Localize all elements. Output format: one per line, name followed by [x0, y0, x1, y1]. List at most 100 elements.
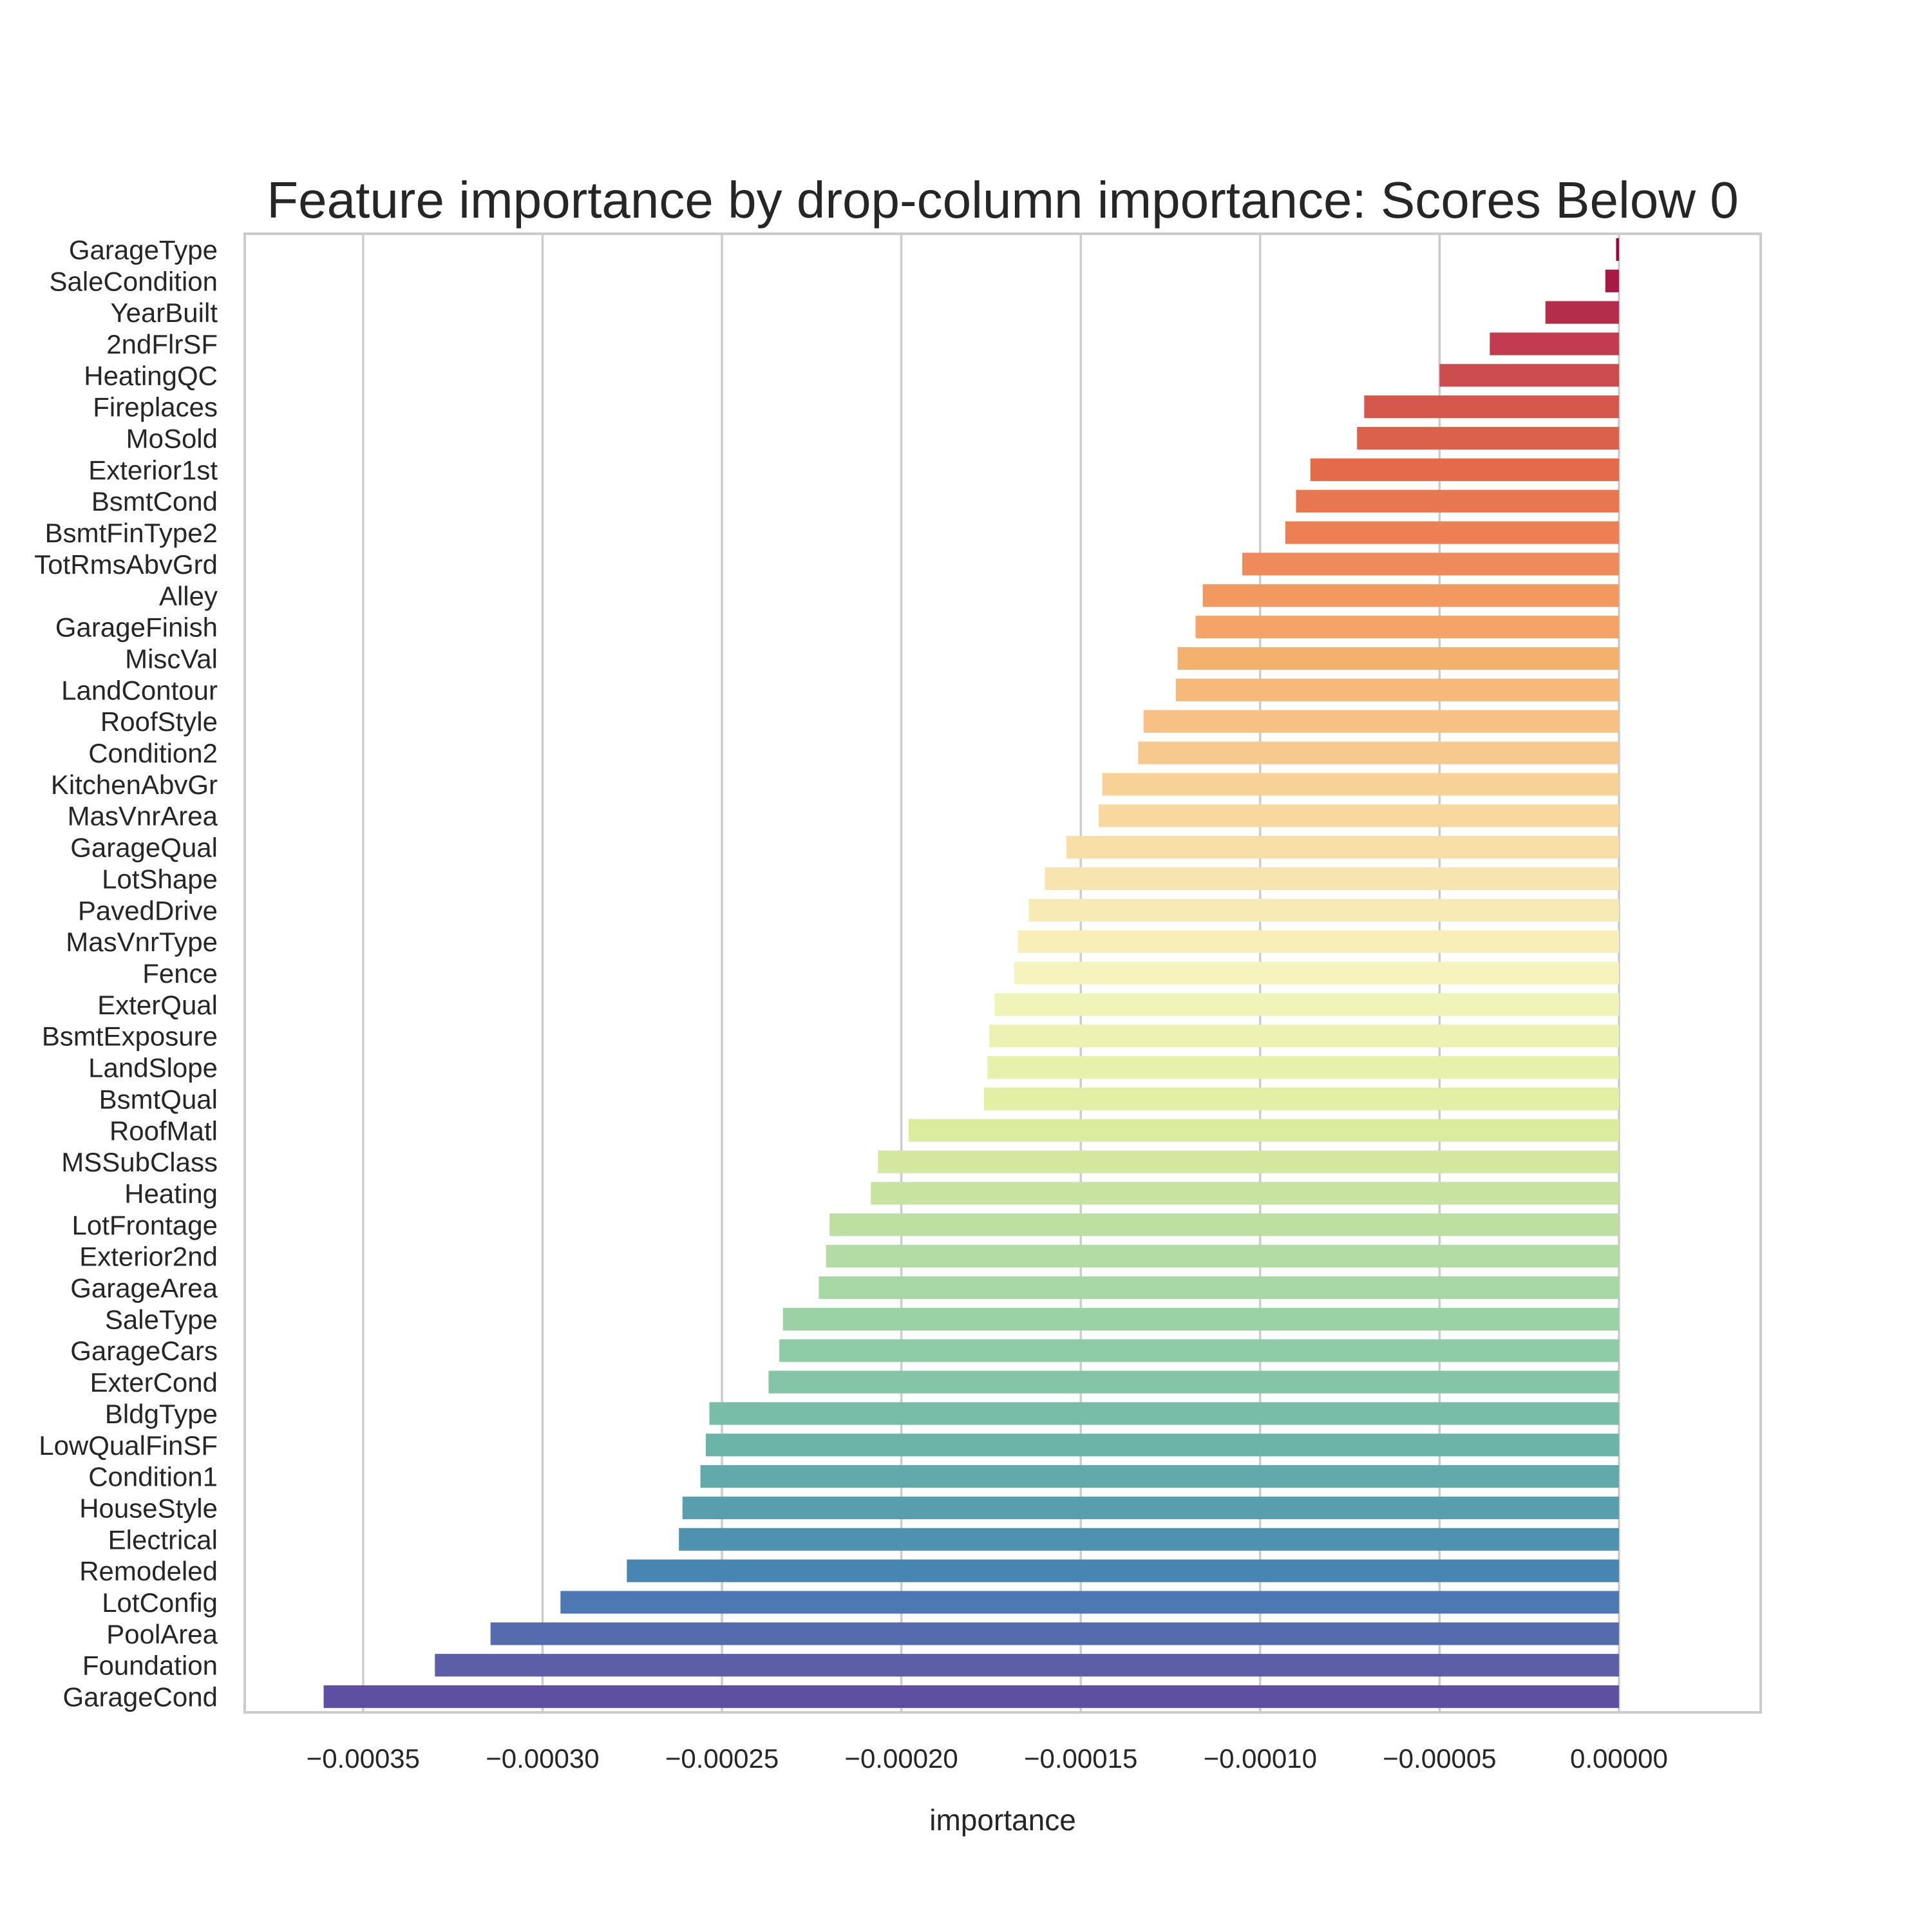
y-tick-label: Exterior2nd	[79, 1242, 218, 1272]
y-tick-label: LotConfig	[102, 1587, 218, 1618]
y-tick-label: Heating	[124, 1179, 218, 1209]
bar	[490, 1622, 1619, 1645]
y-tick-label: KitchenAbvGr	[51, 770, 218, 800]
y-tick-label: Electrical	[108, 1524, 218, 1555]
bar	[709, 1402, 1619, 1425]
chart-title: Feature importance by drop-column import…	[267, 171, 1739, 229]
bar	[1357, 426, 1619, 450]
bar	[1202, 584, 1619, 607]
bar	[871, 1182, 1619, 1205]
y-tick-label: MoSold	[126, 424, 218, 454]
bar	[1028, 898, 1619, 922]
x-tick-label: −0.00005	[1383, 1743, 1496, 1774]
y-tick-label: ExterCond	[90, 1367, 218, 1397]
y-tick-label: HouseStyle	[79, 1493, 218, 1523]
y-tick-label: GarageArea	[70, 1273, 218, 1303]
x-tick-label: −0.00010	[1204, 1743, 1317, 1774]
bar	[878, 1150, 1619, 1173]
y-tick-label: Condition1	[88, 1462, 218, 1492]
bar	[768, 1370, 1619, 1394]
bar	[782, 1307, 1619, 1331]
bar	[700, 1465, 1619, 1488]
y-tick-label: GarageFinish	[55, 612, 218, 643]
bar	[1138, 741, 1619, 764]
y-tick-label: LotFrontage	[72, 1210, 218, 1240]
y-tick-label: Remodeled	[79, 1556, 218, 1586]
bar	[705, 1434, 1619, 1457]
bar	[989, 1025, 1619, 1048]
y-tick-label: SaleCondition	[49, 266, 218, 296]
bar	[908, 1119, 1619, 1142]
bar	[1364, 395, 1619, 419]
bar	[1177, 647, 1619, 670]
bar	[1066, 836, 1619, 859]
bar	[1616, 238, 1619, 261]
bar	[994, 993, 1619, 1016]
y-tick-label: Alley	[159, 581, 218, 611]
y-tick-label: MiscVal	[125, 643, 218, 674]
bar	[1018, 930, 1619, 953]
y-tick-label: MasVnrType	[66, 927, 218, 957]
bar	[1102, 773, 1619, 796]
bar	[1439, 364, 1619, 387]
x-tick-label: 0.00000	[1570, 1743, 1668, 1774]
y-tick-label: Exterior1st	[88, 455, 218, 485]
y-tick-label: GarageCond	[63, 1682, 218, 1712]
y-tick-label: BldgType	[105, 1399, 218, 1429]
y-tick-label: BsmtExposure	[42, 1021, 218, 1052]
y-tick-label: TotRmsAbvGrd	[34, 549, 218, 580]
bar	[682, 1496, 1619, 1520]
y-tick-label: LotShape	[102, 864, 218, 894]
y-tick-label: HeatingQC	[84, 361, 218, 391]
bar	[1195, 616, 1619, 639]
bar	[1045, 867, 1619, 891]
y-tick-label: Fence	[142, 958, 218, 989]
x-tick-label: −0.00035	[307, 1743, 420, 1774]
bar	[987, 1056, 1619, 1079]
y-tick-label: GarageQual	[70, 833, 218, 863]
y-tick-label: Foundation	[82, 1651, 218, 1681]
x-tick-label: −0.00020	[844, 1743, 958, 1774]
bar	[1310, 458, 1619, 481]
bar	[560, 1591, 1619, 1614]
bar	[983, 1087, 1619, 1110]
y-tick-label: GarageType	[69, 234, 218, 265]
bar	[1242, 553, 1619, 576]
y-tick-label: MasVnrArea	[68, 801, 218, 831]
y-tick-labels: GarageTypeSaleConditionYearBuilt2ndFlrSF…	[34, 234, 218, 1712]
x-axis-label: importance	[929, 1803, 1076, 1837]
x-tick-labels: −0.00035 −0.00030 −0.00025 −0.00020 −0.00015…	[307, 1743, 1668, 1774]
x-tick-label: −0.00015	[1024, 1743, 1137, 1774]
bar	[1545, 301, 1619, 324]
x-tick-label: −0.00030	[486, 1743, 599, 1774]
y-tick-label: LandContour	[61, 675, 218, 705]
y-tick-label: MSSubClass	[61, 1147, 218, 1177]
bar	[435, 1654, 1619, 1677]
bar	[1175, 678, 1619, 701]
bar	[779, 1339, 1619, 1362]
y-tick-label: YearBuilt	[110, 298, 218, 328]
y-tick-label: SaleType	[105, 1304, 218, 1334]
bar	[826, 1245, 1619, 1268]
bars	[323, 238, 1619, 1709]
bar	[323, 1685, 1619, 1709]
x-tick-label: −0.00025	[665, 1743, 779, 1774]
bar	[1296, 489, 1619, 513]
bar	[1285, 521, 1619, 544]
y-tick-label: 2ndFlrSF	[106, 329, 218, 359]
bar	[679, 1528, 1619, 1551]
y-tick-label: Fireplaces	[93, 392, 218, 422]
bar	[829, 1213, 1619, 1236]
y-tick-label: RoofMatl	[109, 1115, 218, 1146]
bar	[1143, 710, 1619, 733]
bar	[1099, 804, 1619, 828]
bar	[1490, 332, 1619, 355]
y-tick-label: BsmtQual	[99, 1084, 218, 1114]
bar	[819, 1276, 1619, 1300]
y-tick-label: ExterQual	[97, 990, 218, 1020]
y-tick-label: PavedDrive	[78, 895, 218, 925]
y-tick-label: LandSlope	[88, 1053, 218, 1083]
plot-frame	[243, 232, 1762, 1714]
y-tick-label: RoofStyle	[100, 706, 218, 737]
